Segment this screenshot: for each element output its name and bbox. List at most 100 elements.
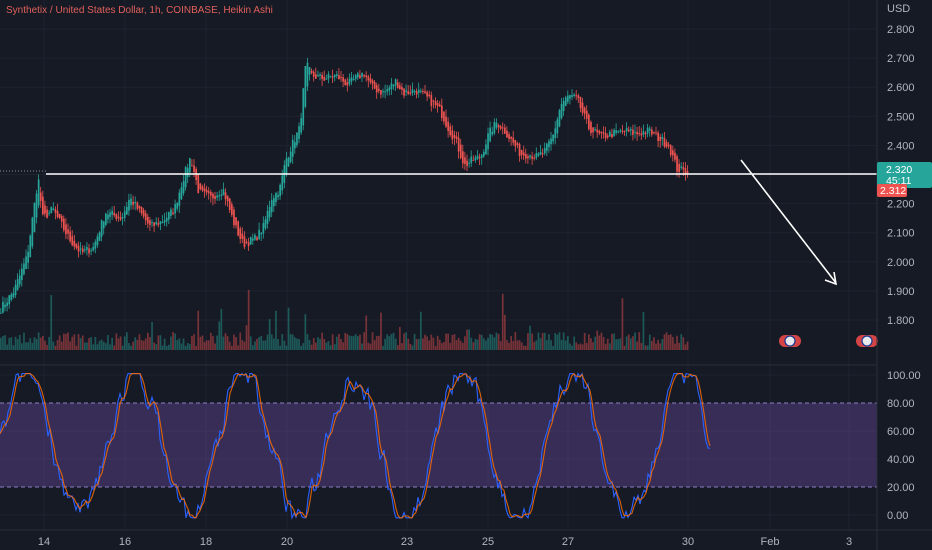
volume-bar	[451, 334, 454, 350]
volume-bar	[569, 343, 571, 350]
stoch-d-line	[0, 372, 711, 519]
candle	[489, 121, 491, 143]
volume-bar	[136, 339, 139, 350]
candle	[10, 292, 13, 302]
candle	[317, 70, 319, 77]
candle	[604, 126, 607, 142]
candle	[669, 144, 672, 158]
volume-bar	[359, 334, 361, 350]
volume-bar	[535, 340, 538, 350]
time-tick-label: 3	[846, 536, 852, 548]
candle	[625, 122, 628, 137]
time-axis[interactable]: 14 16 18 20 23 25 27 30 Feb 3	[38, 536, 852, 548]
volume-bar	[401, 343, 403, 350]
candle	[216, 191, 218, 201]
candle	[29, 234, 32, 258]
price-axis[interactable]: 2.8002.7002.6002.5002.4002.3002.2002.100…	[887, 24, 915, 327]
volume-bar	[44, 340, 46, 350]
volume-bar	[308, 339, 311, 350]
volume-bar	[159, 335, 162, 350]
candle	[312, 69, 315, 82]
candle	[75, 243, 78, 250]
candle	[420, 88, 422, 94]
candle	[96, 233, 99, 248]
volume-bar	[105, 343, 107, 350]
candle	[422, 88, 424, 95]
candle	[149, 216, 151, 231]
volume-bar	[474, 338, 477, 350]
candle	[273, 195, 275, 212]
volume-bar	[632, 336, 634, 350]
candle	[575, 90, 578, 101]
volume-bar	[674, 343, 676, 350]
volume-bar	[94, 336, 97, 350]
event-marker[interactable]	[856, 335, 878, 347]
volume-bar	[247, 289, 250, 350]
volume-bar	[575, 342, 578, 350]
volume-bar	[237, 345, 239, 350]
volume-bar	[315, 342, 317, 350]
candle	[466, 154, 468, 172]
candle	[449, 123, 452, 137]
projection-arrow[interactable]	[740, 159, 838, 286]
candle	[184, 166, 187, 191]
candle	[386, 84, 389, 96]
volume-bar	[73, 334, 76, 350]
candle	[525, 148, 527, 164]
volume-bar	[476, 339, 479, 350]
volume-bar	[388, 336, 391, 350]
event-marker[interactable]	[779, 335, 801, 347]
candle	[371, 78, 374, 90]
volume-bar	[682, 337, 685, 350]
volume-bar	[283, 340, 286, 350]
candle	[571, 89, 573, 101]
volume-bar	[340, 338, 342, 350]
volume-bar	[621, 298, 624, 350]
volume-bar	[470, 337, 473, 350]
volume-bar	[130, 345, 132, 350]
volume-bar	[529, 325, 531, 350]
oscillator-tick-label: 0.00	[887, 510, 908, 522]
candle	[203, 183, 206, 198]
volume-bar	[113, 345, 116, 350]
volume-bar	[228, 341, 231, 350]
volume-bar	[491, 334, 494, 350]
volume-bar	[52, 341, 55, 350]
volume-bar	[115, 333, 118, 350]
volume-bar	[630, 338, 632, 350]
candle	[291, 134, 294, 164]
overbought-oversold-band	[0, 403, 877, 487]
volume-bar	[556, 334, 559, 350]
candle	[478, 153, 481, 166]
volume-bar	[348, 335, 351, 350]
candle	[644, 131, 647, 140]
candle	[147, 213, 149, 229]
volume-bar	[501, 293, 504, 350]
volume-bar	[346, 334, 349, 350]
volume-bar	[245, 325, 248, 350]
volume-bar	[457, 337, 460, 350]
volume-bar	[329, 345, 332, 350]
volume-bar	[468, 329, 470, 350]
volume-bar	[426, 336, 428, 350]
volume-bar	[567, 336, 569, 350]
volume-bar	[390, 333, 393, 350]
candle	[39, 186, 42, 208]
candle	[424, 84, 426, 94]
candle	[459, 138, 462, 160]
candle	[506, 126, 508, 138]
candle	[207, 187, 210, 200]
candle	[100, 219, 103, 242]
volume-bar	[357, 336, 359, 350]
candle	[63, 215, 65, 233]
volume-bar	[60, 341, 63, 350]
volume-bar	[27, 342, 29, 350]
oscillator-axis[interactable]: 100.00 80.00 60.00 40.00 20.00 0.00	[887, 370, 921, 522]
volume-bar	[657, 339, 659, 350]
volume-bar	[331, 334, 334, 350]
candle	[520, 149, 523, 160]
candle	[23, 258, 25, 276]
candle	[21, 263, 23, 287]
